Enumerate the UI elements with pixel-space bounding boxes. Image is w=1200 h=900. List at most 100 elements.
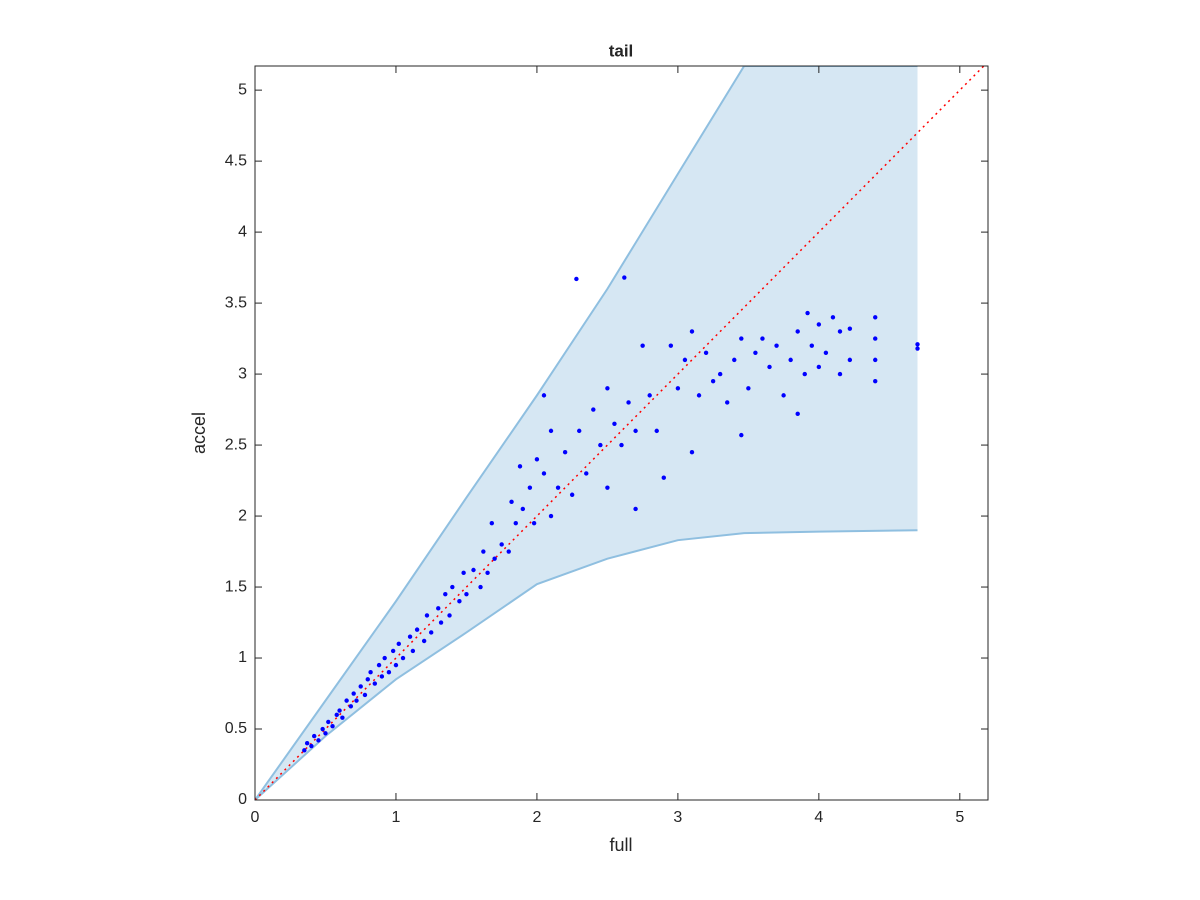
- data-point: [492, 556, 497, 561]
- data-point: [654, 428, 659, 434]
- data-point: [382, 655, 387, 661]
- data-point: [605, 386, 610, 391]
- data-point: [410, 648, 416, 654]
- data-point: [682, 357, 688, 363]
- data-point: [661, 475, 666, 480]
- data-point: [746, 386, 751, 391]
- data-point: [520, 506, 526, 512]
- data-point: [781, 393, 786, 398]
- data-point: [323, 731, 328, 736]
- data-point: [809, 343, 814, 348]
- data-point: [461, 570, 466, 576]
- y-tick-label: 4.5: [225, 152, 247, 169]
- data-point: [513, 520, 518, 526]
- data-point: [424, 613, 430, 618]
- data-point: [703, 350, 709, 355]
- data-point: [527, 485, 533, 490]
- data-point: [309, 743, 314, 749]
- data-point: [847, 326, 853, 331]
- plot-frame: [254, 65, 989, 801]
- band-area: [255, 66, 918, 800]
- data-point: [739, 432, 744, 438]
- data-point: [450, 584, 455, 590]
- data-point: [633, 506, 638, 512]
- data-point: [316, 738, 321, 743]
- data-point: [795, 329, 800, 334]
- y-tick-label: 1.5: [225, 578, 247, 595]
- data-point: [622, 275, 627, 280]
- data-point: [506, 549, 511, 554]
- data-point: [612, 421, 617, 426]
- data-point: [344, 698, 349, 703]
- data-point: [816, 364, 822, 370]
- y-tick-label: 2.5: [225, 436, 247, 453]
- y-tick-label: 4: [238, 223, 247, 240]
- data-point: [873, 336, 878, 341]
- data-point: [421, 638, 427, 644]
- data-point: [584, 471, 589, 476]
- x-tick-label: 2: [532, 809, 541, 826]
- data-point: [605, 485, 610, 490]
- y-tick-label: 5: [238, 81, 247, 98]
- data-point: [478, 584, 483, 590]
- y-tick-label: 2: [238, 507, 247, 524]
- data-point: [689, 329, 695, 334]
- band-lower-edge: [254, 529, 918, 801]
- data-point: [368, 670, 373, 675]
- data-point: [499, 542, 504, 547]
- data-point: [689, 449, 695, 455]
- data-point: [774, 343, 779, 348]
- data-point: [710, 378, 716, 384]
- data-point: [647, 393, 652, 398]
- data-point: [548, 428, 554, 434]
- data-point: [312, 733, 317, 739]
- data-point: [358, 684, 363, 689]
- data-point: [334, 712, 339, 718]
- data-point: [837, 371, 843, 377]
- data-point: [517, 464, 523, 469]
- data-point: [717, 371, 723, 377]
- data-point: [633, 428, 638, 434]
- data-point: [447, 613, 452, 618]
- data-point: [376, 662, 382, 668]
- data-point: [396, 641, 401, 647]
- data-point: [365, 677, 370, 682]
- data-point: [304, 741, 310, 746]
- data-point: [464, 591, 469, 597]
- data-point: [372, 681, 378, 686]
- data-point: [302, 748, 307, 753]
- data-point: [767, 364, 772, 370]
- y-tick-label: 3.5: [225, 294, 247, 311]
- data-point: [348, 704, 354, 709]
- data-point: [847, 357, 853, 363]
- data-point: [509, 499, 514, 505]
- data-point: [696, 393, 702, 398]
- data-point: [481, 549, 486, 554]
- data-point: [569, 492, 575, 497]
- data-point: [668, 343, 674, 348]
- data-point: [675, 386, 681, 391]
- y-tick-label: 0.5: [225, 720, 247, 737]
- data-point: [816, 322, 822, 327]
- data-point: [541, 471, 547, 476]
- data-point: [436, 606, 441, 611]
- data-point: [626, 400, 631, 405]
- data-point: [753, 350, 758, 355]
- data-point: [562, 449, 568, 455]
- data-point: [805, 310, 810, 316]
- data-point: [725, 400, 730, 405]
- data-point: [873, 357, 878, 363]
- data-point: [915, 342, 920, 347]
- data-point: [823, 350, 829, 355]
- data-point: [407, 634, 413, 639]
- data-point: [326, 719, 331, 725]
- data-point: [598, 442, 603, 448]
- data-point: [555, 485, 561, 490]
- x-axis-label: full: [609, 835, 632, 855]
- data-point: [739, 336, 744, 341]
- x-tick-label: 4: [814, 809, 823, 826]
- data-point: [414, 627, 420, 632]
- data-point: [915, 346, 920, 351]
- data-point: [485, 570, 490, 576]
